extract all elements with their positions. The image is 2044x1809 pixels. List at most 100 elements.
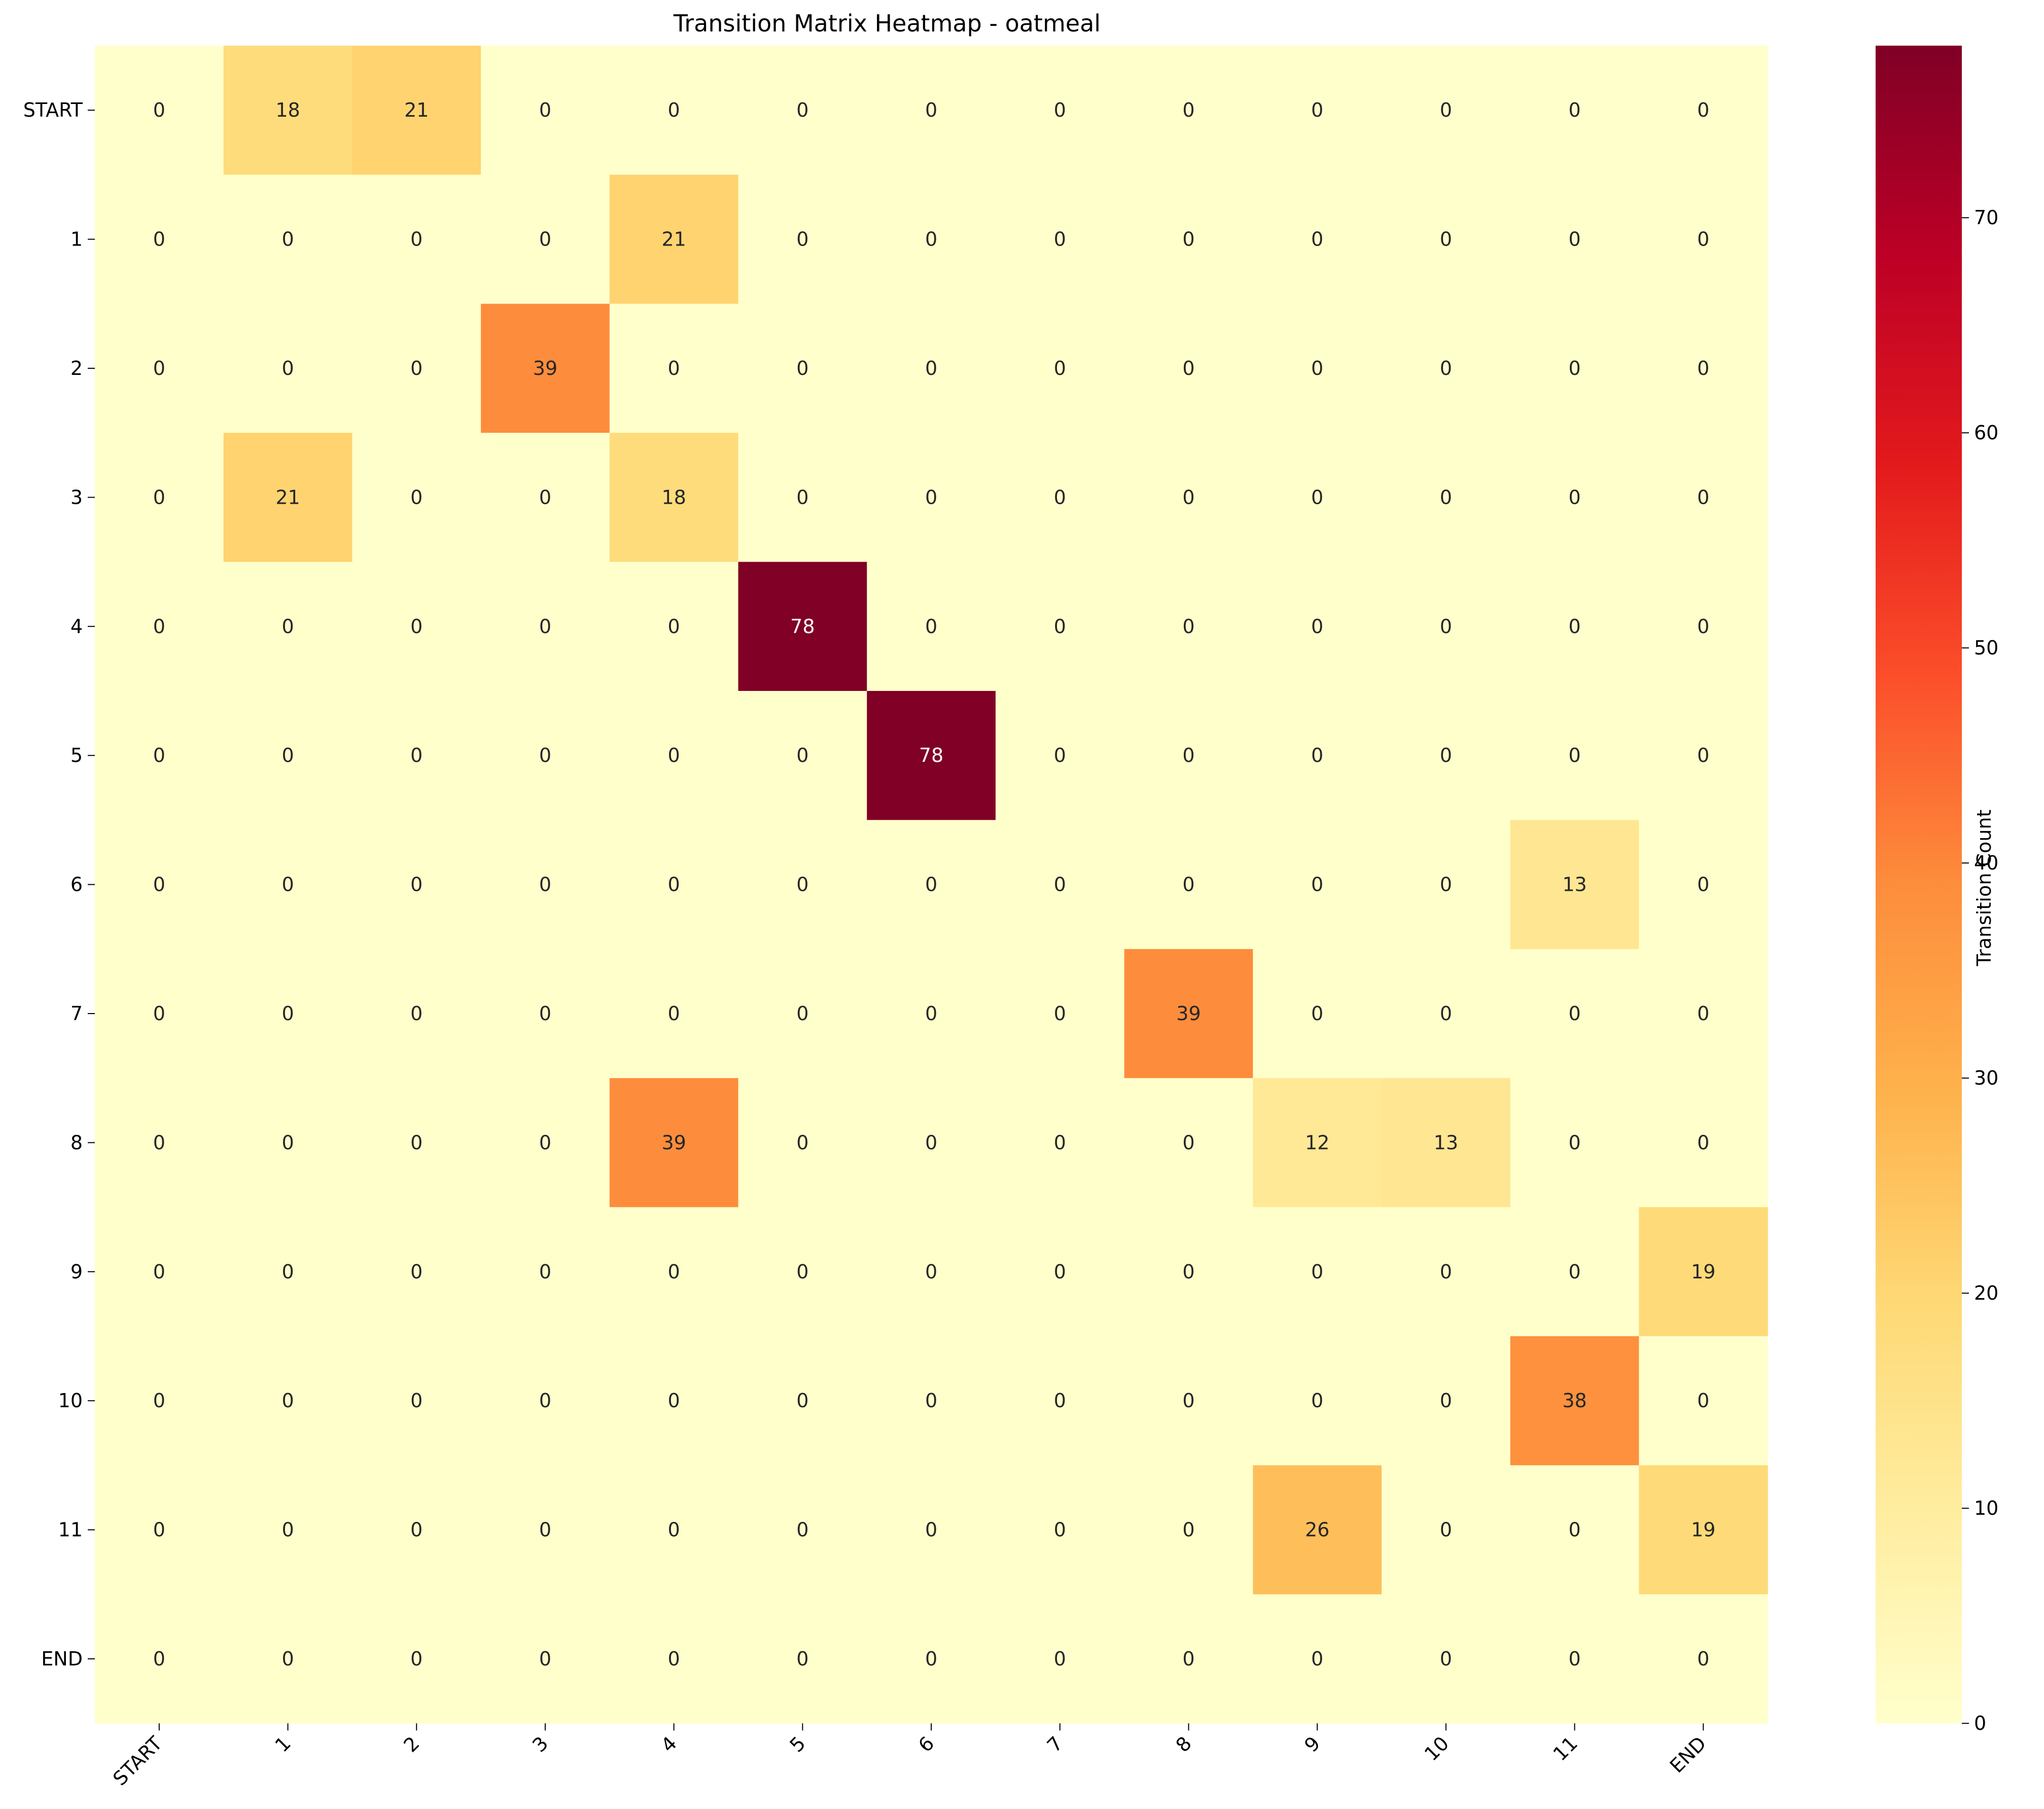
cell-value-label: 0 xyxy=(1311,874,1323,896)
heatmap-cell xyxy=(352,562,481,691)
cell-value-label: 13 xyxy=(1562,874,1587,896)
cell-value-label: 0 xyxy=(925,1519,937,1541)
cell-value-label: 0 xyxy=(796,1261,808,1283)
heatmap-cell xyxy=(1253,820,1382,950)
cell-value-label: 0 xyxy=(153,615,165,638)
cell-value-label: 0 xyxy=(539,1519,551,1541)
heatmap-cell xyxy=(1124,562,1253,691)
heatmap-cell xyxy=(223,820,353,950)
cell-value-label: 0 xyxy=(925,1261,937,1283)
heatmap-cell xyxy=(481,949,610,1079)
cell-value-label: 0 xyxy=(1440,357,1452,379)
heatmap-cell xyxy=(223,1594,353,1724)
heatmap-cell xyxy=(1253,1465,1382,1595)
cell-value-label: 0 xyxy=(410,615,422,638)
cell-value-label: 0 xyxy=(1182,1648,1194,1670)
cell-value-label: 38 xyxy=(1562,1389,1587,1412)
cell-value-label: 0 xyxy=(1697,1389,1709,1412)
heatmap-cell xyxy=(867,1078,996,1208)
heatmap-cell xyxy=(1382,46,1511,175)
cell-value-label: 0 xyxy=(539,744,551,767)
heatmap-cell xyxy=(1639,433,1768,563)
heatmap-cell xyxy=(1382,949,1511,1079)
heatmap-cell xyxy=(995,46,1125,175)
cell-value-label: 0 xyxy=(796,357,808,379)
cell-value-label: 0 xyxy=(925,357,937,379)
cell-value-label: 0 xyxy=(1440,1389,1452,1412)
cell-value-label: 0 xyxy=(1568,357,1580,379)
heatmap-cell xyxy=(1124,1336,1253,1466)
cell-value-label: 0 xyxy=(1697,1131,1709,1154)
heatmap-cell xyxy=(1510,303,1639,433)
cell-value-label: 0 xyxy=(410,486,422,508)
cell-value-label: 0 xyxy=(1054,1389,1066,1412)
heatmap-cell xyxy=(995,820,1125,950)
cell-value-label: 0 xyxy=(410,1648,422,1670)
heatmap-cell xyxy=(995,1078,1125,1208)
cell-value-label: 0 xyxy=(410,744,422,767)
cell-value-label: 0 xyxy=(539,615,551,638)
heatmap-cell xyxy=(1253,691,1382,820)
heatmap-cell xyxy=(352,303,481,433)
heatmap-cell xyxy=(867,562,996,691)
cell-value-label: 0 xyxy=(668,615,680,638)
colorbar-tick-label: 50 xyxy=(1974,637,1998,659)
cell-value-label: 0 xyxy=(1311,99,1323,121)
cell-value-label: 0 xyxy=(153,228,165,251)
heatmap-cell xyxy=(738,691,867,820)
heatmap-cell xyxy=(738,562,867,691)
heatmap-cell xyxy=(1124,691,1253,820)
cell-value-label: 0 xyxy=(1311,357,1323,379)
heatmap-cell xyxy=(738,1465,867,1595)
heatmap-cell xyxy=(609,1078,739,1208)
heatmap-cell xyxy=(867,175,996,304)
colorbar-gradient xyxy=(1876,46,1962,1724)
cell-value-label: 0 xyxy=(1182,1261,1194,1283)
row-tick-label: 8 xyxy=(71,1131,83,1154)
cell-value-label: 0 xyxy=(1440,744,1452,767)
cell-value-label: 0 xyxy=(925,228,937,251)
cell-value-label: 0 xyxy=(153,1648,165,1670)
cell-value-label: 0 xyxy=(1440,99,1452,121)
cell-value-label: 0 xyxy=(1568,1002,1580,1025)
column-tick-label: 9 xyxy=(1300,1732,1324,1756)
cell-value-label: 0 xyxy=(1697,874,1709,896)
colorbar: 0 10 20 30 40 50 60 70 xyxy=(1876,46,1998,1734)
cell-value-label: 21 xyxy=(275,486,300,508)
heatmap-cell xyxy=(609,949,739,1079)
cell-value-label: 0 xyxy=(796,874,808,896)
heatmap-cell xyxy=(1639,1207,1768,1337)
heatmap-cell xyxy=(867,1336,996,1466)
cell-value-label: 78 xyxy=(919,744,943,767)
column-tick-label: 1 xyxy=(271,1732,295,1756)
cell-value-label: 0 xyxy=(1697,744,1709,767)
cell-value-label: 0 xyxy=(1311,1261,1323,1283)
heatmap-cell xyxy=(1382,433,1511,563)
cell-value-label: 0 xyxy=(153,357,165,379)
colorbar-tick-label: 40 xyxy=(1974,852,1998,874)
cell-value-label: 0 xyxy=(1697,228,1709,251)
cell-value-label: 0 xyxy=(668,99,680,121)
heatmap-cell xyxy=(609,1465,739,1595)
heatmap-cell xyxy=(481,562,610,691)
cell-value-label: 0 xyxy=(539,1261,551,1283)
cell-value-label: 0 xyxy=(1054,357,1066,379)
cell-value-label: 0 xyxy=(1568,1131,1580,1154)
cell-value-label: 0 xyxy=(668,357,680,379)
heatmap-cell xyxy=(223,303,353,433)
cell-value-label: 0 xyxy=(1697,1002,1709,1025)
heatmap-cell xyxy=(1124,1465,1253,1595)
cell-value-label: 0 xyxy=(153,874,165,896)
cell-value-label: 0 xyxy=(796,228,808,251)
cell-value-label: 13 xyxy=(1434,1131,1458,1154)
cell-value-label: 19 xyxy=(1691,1261,1715,1283)
heatmap-cell xyxy=(609,175,739,304)
heatmap-cell xyxy=(1639,303,1768,433)
cell-value-label: 0 xyxy=(539,228,551,251)
cell-value-label: 0 xyxy=(796,744,808,767)
heatmap-cell xyxy=(738,949,867,1079)
heatmap-cell xyxy=(95,691,224,820)
heatmap-cell xyxy=(1382,1594,1511,1724)
colorbar-tick-label: 10 xyxy=(1974,1497,1998,1519)
cell-value-label: 0 xyxy=(1182,615,1194,638)
